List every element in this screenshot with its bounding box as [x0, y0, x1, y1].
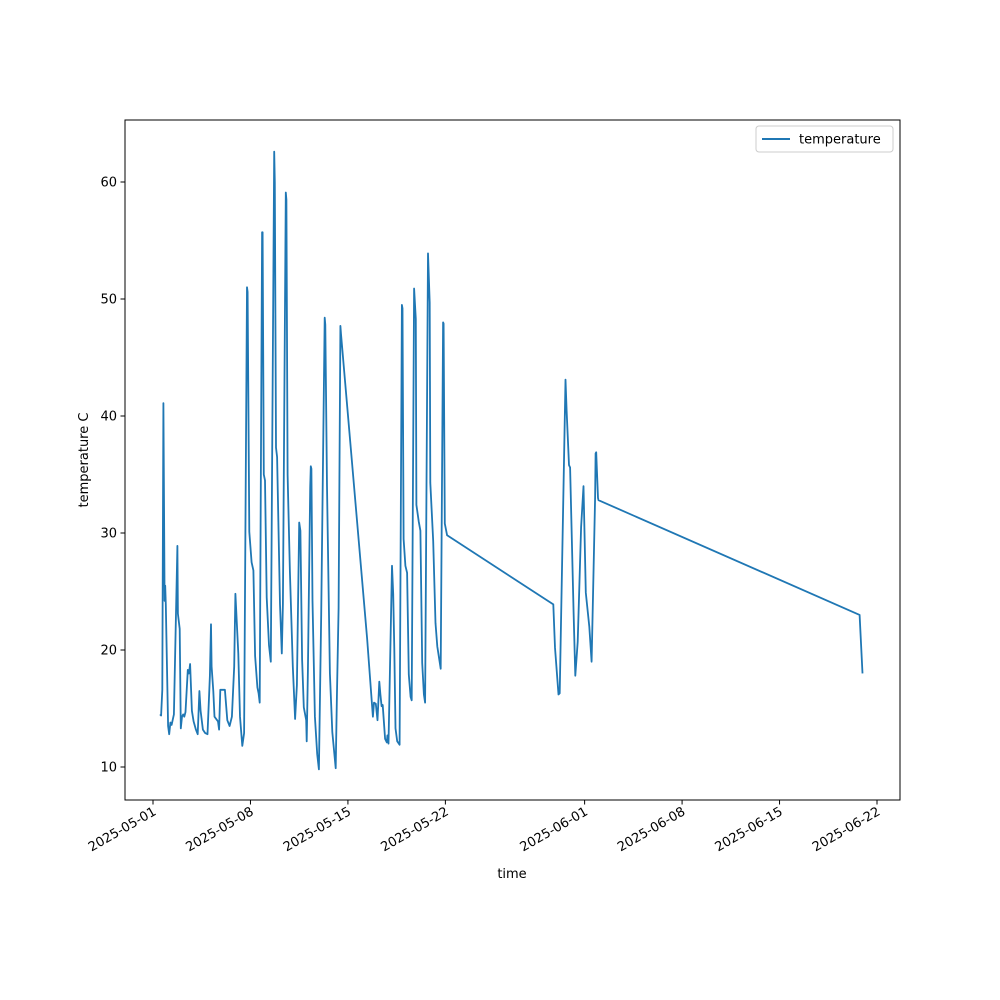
- y-tick-label: 60: [100, 176, 117, 191]
- series-line-temperature: [159, 150, 864, 771]
- legend-entry: temperature: [799, 133, 881, 148]
- series-layer: [159, 150, 864, 771]
- plot-background: [125, 120, 900, 800]
- y-tick-label: 40: [100, 410, 117, 425]
- legend-box: [755, 125, 894, 153]
- y-tick-label: 30: [100, 527, 117, 542]
- y-tick-label: 10: [100, 761, 117, 776]
- y-axis-label: temperature C: [77, 413, 92, 508]
- y-axis-ticks: 10 20 30 40 50 60: [100, 176, 125, 776]
- y-tick-label: 50: [100, 293, 117, 308]
- legend: temperature: [755, 125, 894, 153]
- plot-area: [125, 120, 900, 800]
- plot-frame: [124, 119, 901, 801]
- y-tick-label: 20: [100, 644, 117, 659]
- x-axis-label: time: [497, 867, 526, 882]
